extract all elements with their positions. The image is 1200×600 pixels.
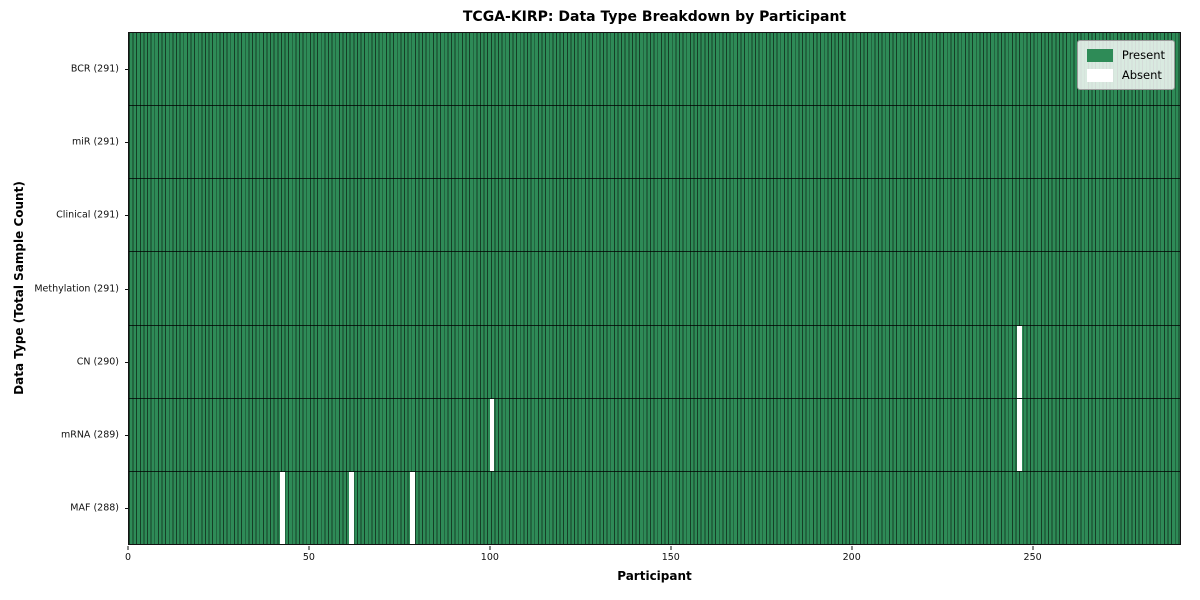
legend-label-present: Present xyxy=(1121,48,1165,62)
x-tick-mark xyxy=(127,546,129,550)
x-tick-mark xyxy=(308,546,310,550)
y-tick-label: BCR (291) xyxy=(70,63,119,75)
heatmap-row-clinical xyxy=(129,178,1180,252)
heatmap-row-methylation xyxy=(129,251,1180,325)
absent-swatch-icon xyxy=(1086,68,1113,82)
x-tick-mark xyxy=(670,546,672,550)
heatmap-row-bcr xyxy=(129,33,1180,106)
y-tick-label: Methylation (291) xyxy=(34,283,119,294)
y-tick-label: CN (290) xyxy=(76,356,119,368)
x-axis-label: Participant xyxy=(617,569,692,583)
y-axis-ticks: BCR (291) miR (291) Clinical (291) Methylat… xyxy=(0,32,128,545)
heatmap-row-mir xyxy=(129,105,1180,179)
absent-cell xyxy=(410,471,415,544)
y-tick-mark xyxy=(124,435,128,437)
y-tick-label: Clinical (291) xyxy=(56,209,119,221)
x-tick-label: 250 xyxy=(1023,552,1042,563)
y-tick-label: miR (291) xyxy=(71,136,119,148)
y-tick-label: MAF (288) xyxy=(70,502,119,514)
x-axis-ticks: 0 50 100 150 200 250 xyxy=(124,546,1181,574)
legend-label-absent: Absent xyxy=(1121,68,1162,82)
heatmap-row-mrna xyxy=(129,397,1180,471)
absent-cell xyxy=(348,471,354,544)
y-tick-mark xyxy=(124,288,128,290)
y-tick-mark xyxy=(124,141,128,143)
heatmap-rows xyxy=(129,33,1180,544)
plot-area: Present Absent xyxy=(128,32,1181,545)
absent-cell xyxy=(489,398,495,471)
x-tick-mark xyxy=(851,546,853,550)
legend: Present Absent xyxy=(1076,40,1175,90)
legend-item-present: Present xyxy=(1086,48,1165,62)
legend-item-absent: Absent xyxy=(1086,68,1165,82)
y-tick-mark xyxy=(124,68,128,70)
y-tick-mark xyxy=(124,215,128,217)
x-tick-label: 150 xyxy=(661,552,680,563)
y-tick-mark xyxy=(124,361,128,363)
x-tick-label: 50 xyxy=(302,552,315,563)
chart-title: TCGA-KIRP: Data Type Breakdown by Partic… xyxy=(462,9,847,25)
heatmap-row-cn xyxy=(129,324,1180,398)
absent-cell xyxy=(1016,325,1022,398)
x-tick-label: 200 xyxy=(842,552,861,563)
x-tick-mark xyxy=(1032,546,1034,550)
x-tick-mark xyxy=(489,546,491,550)
present-swatch-icon xyxy=(1086,48,1113,62)
x-tick-label: 0 xyxy=(124,552,132,563)
heatmap-row-maf xyxy=(129,470,1180,544)
y-tick-mark xyxy=(124,508,128,510)
x-tick-label: 100 xyxy=(480,552,499,563)
absent-cell xyxy=(1016,398,1022,471)
absent-cell xyxy=(280,471,285,544)
y-tick-label: mRNA (289) xyxy=(60,429,119,441)
